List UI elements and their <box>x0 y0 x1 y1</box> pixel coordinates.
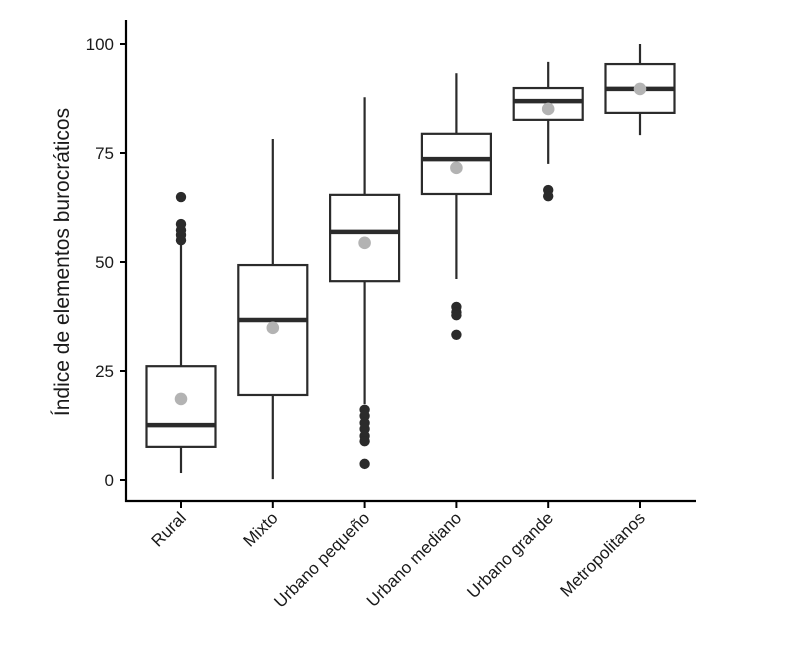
mean-point <box>541 102 555 116</box>
outlier-point <box>175 218 187 230</box>
outlier-point <box>451 329 462 341</box>
y-axis-title: Índice de elementos burocráticos <box>51 108 74 416</box>
y-tick-label: 50 <box>95 253 114 272</box>
box-group-urbano-pequeño <box>329 97 401 470</box>
x-tick-label: Mixto <box>239 508 281 550</box>
x-tick-label: Urbano mediano <box>363 508 465 610</box>
box <box>145 365 217 448</box>
outlier-point <box>451 309 462 321</box>
box-group-metropolitanos <box>604 44 676 136</box>
y-tick-label: 0 <box>105 471 114 490</box>
x-tick-label: Urbano grande <box>463 508 557 602</box>
outlier-point <box>175 191 187 203</box>
box-group-urbano-grande <box>512 61 584 202</box>
y-tick-label: 25 <box>95 362 114 381</box>
y-tick-label: 75 <box>95 144 114 163</box>
box-group-urbano-mediano <box>420 73 492 341</box>
box-group-rural <box>145 191 217 474</box>
plot-area <box>145 44 676 480</box>
outlier-point <box>359 458 370 470</box>
x-tick-label: Rural <box>148 508 190 550</box>
x-tick-label: Urbano pequeño <box>270 508 373 611</box>
mean-point <box>266 321 280 335</box>
outlier-point <box>359 435 370 447</box>
mean-point <box>174 392 188 406</box>
y-axis-ticks: 0 25 50 75 100 <box>86 35 126 490</box>
mean-point <box>633 82 647 96</box>
mean-point <box>358 236 371 250</box>
outlier-point <box>543 190 554 202</box>
y-tick-label: 100 <box>86 35 114 54</box>
box-group-mixto <box>237 139 309 480</box>
mean-point <box>450 161 463 175</box>
x-tick-label: Metropolitanos <box>557 508 649 600</box>
